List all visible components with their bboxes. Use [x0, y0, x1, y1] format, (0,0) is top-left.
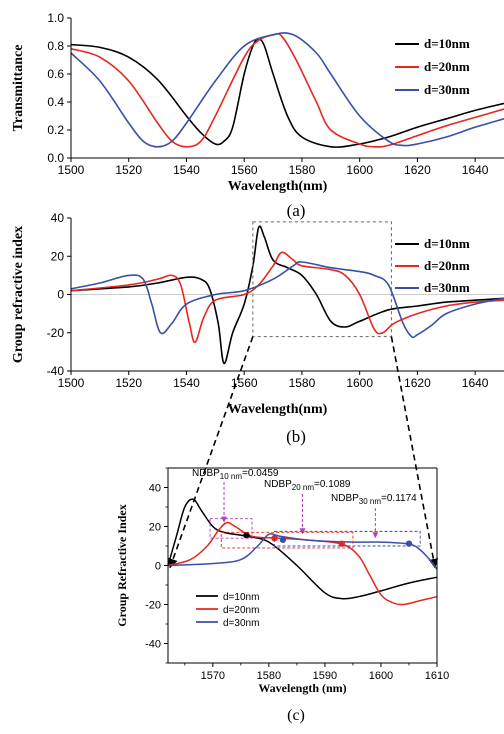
- bandwidth-box: [209, 518, 253, 539]
- x-tick-label: 1600: [369, 670, 393, 682]
- y-tick-label: -40: [145, 639, 161, 651]
- x-tick-label: 1540: [173, 376, 200, 390]
- bandwidth-box: [274, 530, 421, 547]
- y-tick-label: -20: [47, 326, 65, 340]
- series-line-d20nm: [71, 251, 504, 344]
- x-tick-label: 1560: [231, 163, 258, 177]
- series-line-d30nm: [71, 261, 504, 339]
- y-tick-label: -20: [145, 600, 161, 612]
- y-tick-label: 40: [51, 211, 65, 225]
- legend-label: d=20nm: [424, 258, 470, 273]
- ndbp-subscript: 10 nm: [220, 472, 243, 481]
- y-tick-label: 0.4: [47, 95, 64, 109]
- legend-label: d=10nm: [424, 236, 470, 251]
- x-tick-label: 1520: [115, 376, 142, 390]
- caption-c: (c): [287, 707, 305, 724]
- ndbp-value: =0.1174: [381, 493, 417, 504]
- y-tick-label: -40: [47, 364, 65, 378]
- ndbp-subscript: 20 nm: [292, 483, 315, 492]
- x-tick-label: 1600: [346, 376, 373, 390]
- zoom-arrow: [168, 336, 254, 569]
- data-marker: [243, 532, 250, 539]
- x-tick-label: 1520: [115, 163, 142, 177]
- ndbp-annotation: NDBP10 nm=0.0459: [192, 468, 279, 481]
- data-marker: [338, 540, 345, 547]
- y-tick-label: 1.0: [47, 11, 64, 25]
- x-tick-label: 1540: [173, 163, 200, 177]
- x-tick-label: 1590: [313, 670, 337, 682]
- ndbp-pointer-head: [372, 532, 379, 539]
- series-line-d30nm: [71, 32, 504, 148]
- x-tick-label: 1600: [346, 163, 373, 177]
- y-tick-label: 0.2: [47, 123, 64, 137]
- y-axis-label: Group Refractive Index: [115, 504, 129, 626]
- ndbp-value: =0.0459: [242, 468, 279, 479]
- y-tick-label: 0.8: [47, 39, 64, 53]
- ndbp-prefix: NDBP: [264, 479, 292, 490]
- ndbp-pointer-head: [221, 516, 228, 523]
- y-tick-label: 0.0: [47, 151, 64, 165]
- x-axis-label: Wavelength(nm): [228, 179, 328, 194]
- x-tick-label: 1620: [404, 376, 431, 390]
- x-tick-label: 1570: [201, 670, 225, 682]
- legend-label: d=20nm: [424, 59, 470, 74]
- x-tick-label: 1500: [58, 376, 85, 390]
- zoom-arrow: [390, 336, 439, 569]
- data-marker: [405, 540, 413, 547]
- legend-label: d=30nm: [424, 82, 470, 97]
- ndbp-annotation: NDBP20 nm=0.1089: [264, 479, 351, 492]
- ndbp-prefix: NDBP: [331, 493, 359, 504]
- x-tick-label: 1500: [58, 163, 85, 177]
- y-tick-label: 0: [57, 288, 64, 302]
- ndbp-annotation: NDBP30 nm=0.1174: [331, 493, 417, 506]
- x-tick-label: 1580: [289, 163, 316, 177]
- x-tick-label: 1640: [462, 163, 489, 177]
- ndbp-subscript: 30 nm: [359, 497, 382, 506]
- panel-b-group-index-chart: 1500 1520 1540 1560 1580 1600 1620 1640-40-2002…: [11, 211, 504, 417]
- x-tick-label: 1580: [257, 670, 281, 682]
- panel-c-zoom-chart: 1570 1580 1590 1600 1610 40 20 0 -20 -40 Wavelengt…: [115, 467, 449, 695]
- ndbp-pointer-head: [299, 528, 306, 535]
- y-tick-label: 20: [149, 522, 161, 534]
- legend-label: d=10nm: [223, 592, 259, 603]
- y-tick-label: 20: [51, 249, 65, 263]
- legend-label: d=20nm: [223, 605, 259, 616]
- ndbp-prefix: NDBP: [192, 468, 220, 479]
- data-marker: [279, 536, 287, 543]
- x-tick-label: 1610: [425, 670, 449, 682]
- data-marker: [271, 535, 278, 542]
- series-line-d10nm: [167, 498, 438, 600]
- legend-label: d=30nm: [223, 618, 259, 629]
- caption-b: (b): [286, 427, 306, 446]
- series-line-d10nm: [71, 225, 504, 365]
- ndbp-value: =0.1089: [314, 479, 351, 490]
- x-tick-label: 1640: [462, 376, 489, 390]
- bandwidth-box: [220, 531, 354, 549]
- caption-a: (a): [287, 201, 306, 220]
- panel-a-transmittance-chart: 1500 1520 1540 1560 1580 1600 1620 1640 0.0 0.2 0.…: [11, 11, 504, 194]
- y-axis-label: Group refractive index: [11, 226, 26, 363]
- y-tick-label: 0: [155, 561, 161, 573]
- x-axis-label: Wavelength (nm): [258, 681, 346, 695]
- y-tick-label: 0.6: [47, 67, 64, 81]
- legend-label: d=10nm: [424, 36, 470, 51]
- x-tick-label: 1580: [289, 376, 316, 390]
- x-tick-label: 1620: [404, 163, 431, 177]
- legend-label: d=30nm: [424, 280, 470, 295]
- y-axis-label: Transmittance: [11, 45, 26, 132]
- y-tick-label: 40: [149, 483, 161, 495]
- zoom-arrows: [168, 336, 439, 569]
- series-line-d30nm: [167, 533, 438, 570]
- x-axis-label: Wavelength(nm): [228, 402, 328, 417]
